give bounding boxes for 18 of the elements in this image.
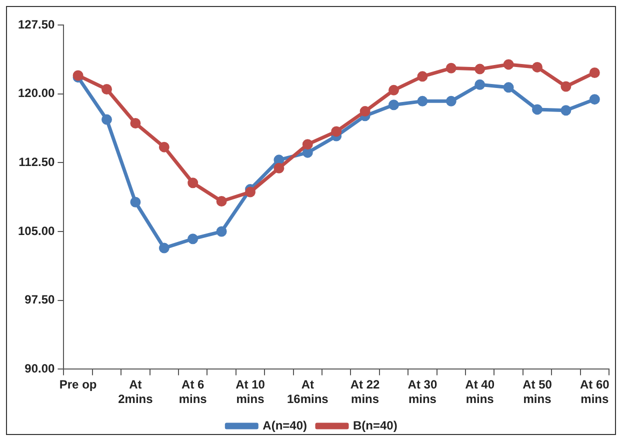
- x-tick-label: At 16mins: [286, 378, 329, 406]
- x-tick-label: At 40 mins: [465, 378, 495, 406]
- x-tick-label: At 50 mins: [522, 378, 552, 406]
- x-tick-label: At 60 mins: [580, 378, 610, 406]
- x-tick-label: At 2mins: [118, 378, 154, 406]
- y-tick-label: 97.50: [24, 292, 56, 307]
- y-tick-label: 90.00: [24, 362, 56, 376]
- x-tick-label: At 6 mins: [178, 378, 208, 406]
- x-tick-label: At 22 mins: [350, 378, 380, 406]
- x-tick-label: At 10 mins: [236, 378, 266, 406]
- x-tick-label: Pre op: [59, 378, 97, 392]
- y-tick-label: 105.00: [18, 224, 56, 238]
- y-tick-label: 112.50: [18, 154, 56, 169]
- y-tick-label: 120.00: [18, 86, 56, 100]
- legend-label: B(n=40): [353, 418, 398, 432]
- x-tick-label: At 30 mins: [408, 378, 438, 406]
- y-tick-label: 127.50: [18, 17, 56, 32]
- legend-label: A(n=40): [262, 418, 308, 432]
